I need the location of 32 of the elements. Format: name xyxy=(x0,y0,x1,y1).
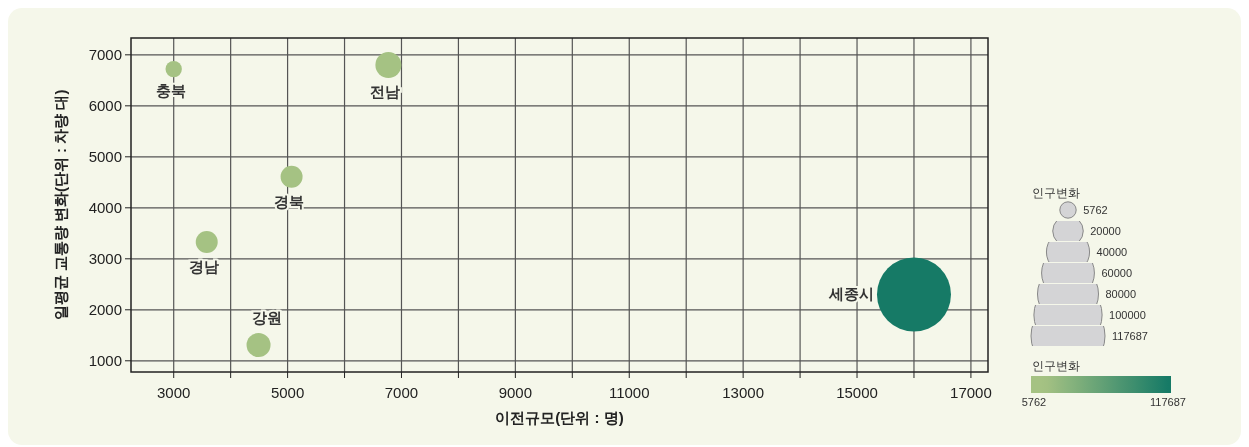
x-tick-label: 3000 xyxy=(157,384,191,401)
x-tick-label: 13000 xyxy=(722,384,764,401)
legend-label: 80000 xyxy=(1105,288,1137,300)
x-tick-label: 11000 xyxy=(608,384,650,401)
annotation: 전남 xyxy=(370,83,401,101)
annotation: 경남 xyxy=(188,257,219,275)
annotation: 강원 xyxy=(251,308,282,326)
legend-label: 60000 xyxy=(1101,267,1133,279)
y-tick-label: 3000 xyxy=(88,249,122,267)
legend-title: 인구변화 xyxy=(1032,186,1080,200)
legend-label: 20000 xyxy=(1090,225,1121,237)
x-tick-label: 17000 xyxy=(950,384,992,401)
color-bar-label: 117687 xyxy=(1150,396,1186,408)
y-axis-title: 일평균 교통량 변화(단위 : 차량 대) xyxy=(52,89,69,321)
x-tick-label: 15000 xyxy=(836,384,878,401)
x-tick-label: 7000 xyxy=(384,384,419,401)
x-tick-label: 9000 xyxy=(498,384,533,401)
legend-label: 117687 xyxy=(1112,330,1148,342)
legend-label: 100000 xyxy=(1109,309,1146,321)
y-tick-label: 7000 xyxy=(88,45,122,63)
x-tick-label: 5000 xyxy=(270,384,305,401)
annotation: 세종시 xyxy=(827,285,874,303)
y-tick-label: 5000 xyxy=(88,147,122,165)
color-bar-title: 인구변화 xyxy=(1032,359,1080,373)
x-axis-title: 이전규모(단위 : 명) xyxy=(495,409,624,426)
y-tick-label: 4000 xyxy=(88,198,122,216)
y-tick-label: 1000 xyxy=(88,351,122,369)
y-tick-label: 6000 xyxy=(88,96,122,114)
legend-label: 5762 xyxy=(1083,204,1108,216)
y-tick-label: 2000 xyxy=(88,300,122,318)
color-bar-label: 5762 xyxy=(1021,396,1047,408)
legend-label: 40000 xyxy=(1096,246,1128,258)
